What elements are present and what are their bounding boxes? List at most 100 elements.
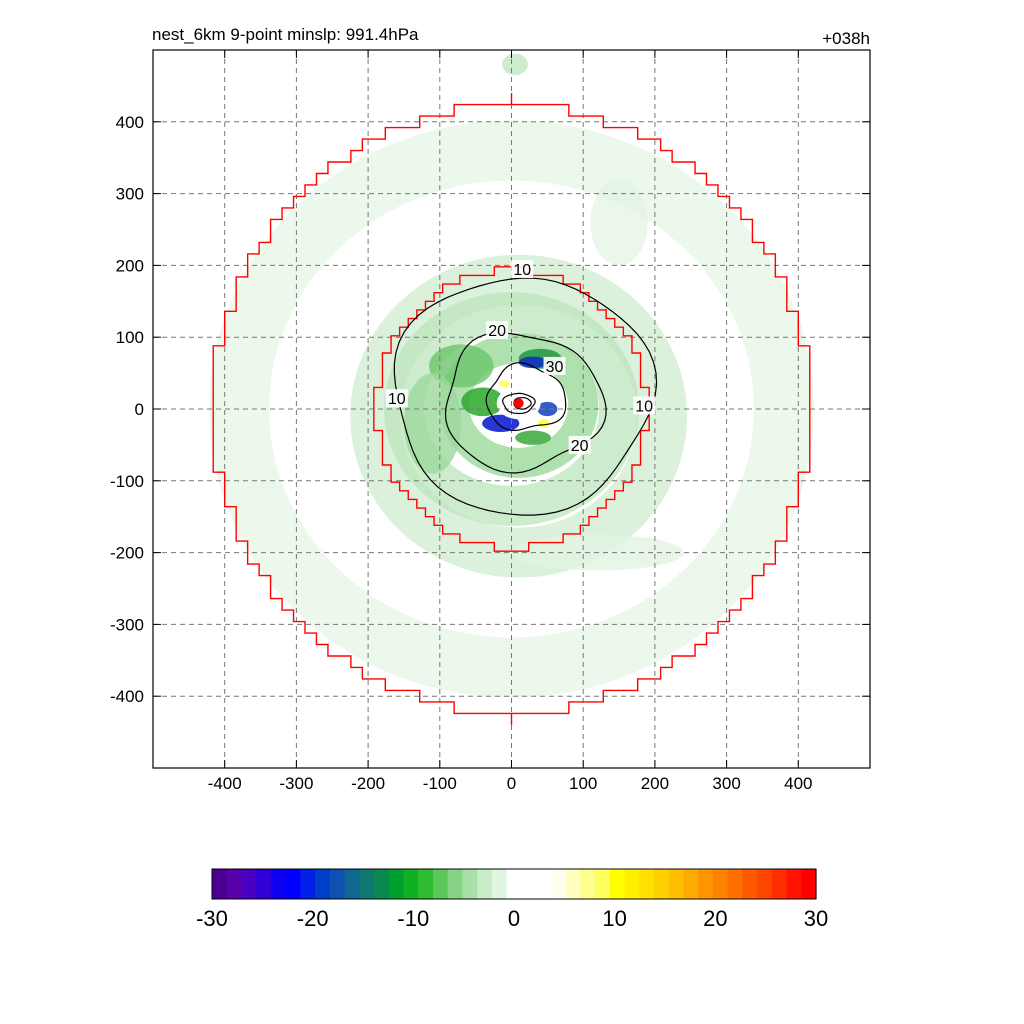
y-tick-label: 400: [116, 113, 144, 132]
colorbar-cell: [477, 869, 493, 899]
colorbar-frame: [211, 868, 817, 900]
contour-label-bg: [486, 321, 509, 340]
shading-patch: [498, 380, 511, 388]
colorbar-cell: [447, 869, 464, 899]
colorbar-cell: [742, 869, 758, 899]
contour-label-bg: [511, 259, 534, 278]
colorbar-cell: [344, 869, 360, 899]
colorbar-cell: [639, 869, 655, 899]
shading-patch: [538, 419, 550, 428]
y-tick-label: -400: [110, 687, 144, 706]
colorbar-ticks: -30 -20 -10 0 10 20 30: [196, 906, 828, 931]
y-tick-label: 300: [116, 185, 144, 204]
contour-label: 10: [388, 391, 406, 408]
colorbar-cell: [432, 869, 449, 899]
colorbar-cell: [491, 869, 508, 899]
contour-label: 10: [513, 262, 531, 279]
chart-title: nest_6km 9-point minslp: 991.4hPa: [152, 25, 419, 44]
contour-line: [444, 332, 607, 474]
colorbar-cell: [580, 869, 596, 899]
x-tick-label: 100: [569, 774, 597, 793]
colorbar-cell: [241, 869, 257, 899]
contour-label-bg: [568, 435, 591, 454]
colorbar-cell: [359, 869, 375, 899]
colorbar-cell: [212, 869, 228, 899]
contour-line: [501, 392, 536, 415]
colorbar-tick-label: -30: [196, 906, 228, 931]
x-tick-label: 200: [641, 774, 669, 793]
x-tick-label: -100: [423, 774, 457, 793]
x-tick-label: 0: [507, 774, 516, 793]
boundary-outer: [212, 93, 811, 725]
colorbar-cell: [609, 869, 626, 899]
colorbar-cell: [786, 869, 802, 899]
colorbar-cell: [300, 869, 316, 899]
shading-patch: [537, 401, 558, 417]
x-tick-label: 400: [784, 774, 812, 793]
contour-label: 20: [571, 438, 589, 455]
x-tick-label: -300: [279, 774, 313, 793]
plot-area: 10 10 10 20 20 30: [153, 50, 870, 768]
boundary-inner: [373, 266, 650, 552]
contour-label: 10: [635, 398, 653, 415]
shading-patch: [502, 53, 528, 76]
colorbar-tick-label: 0: [508, 906, 520, 931]
shading-patch: [590, 179, 648, 266]
colorbar-cell: [462, 869, 478, 899]
y-tick-label: 200: [116, 256, 144, 275]
colorbar-cell: [315, 869, 331, 899]
x-tick-label: -400: [208, 774, 242, 793]
shading-patch: [515, 430, 551, 445]
colorbar-cell: [506, 869, 522, 899]
shading-patch: [403, 373, 462, 474]
y-axis: -400 -300 -200 -100 0 100 200 300 400: [110, 113, 870, 706]
shading-patch: [482, 414, 520, 432]
x-tick-label: 300: [712, 774, 740, 793]
y-tick-label: -100: [110, 472, 144, 491]
colorbar-tick-label: -10: [397, 906, 429, 931]
colorbar-cell: [329, 869, 346, 899]
colorbar-cell: [374, 869, 390, 899]
contour-label: 30: [546, 359, 564, 376]
domain-boundaries: [212, 93, 811, 725]
y-tick-label: 0: [135, 400, 144, 419]
contour-label-bg: [385, 389, 408, 408]
time-label: +038h: [822, 29, 870, 48]
colorbar-cell: [668, 869, 685, 899]
colorbar-cell: [653, 869, 670, 899]
colorbar-cell: [256, 869, 272, 899]
colorbar-cell: [270, 869, 287, 899]
colorbar-cell: [727, 869, 743, 899]
colorbar-cell: [595, 869, 611, 899]
contour-label-bg: [633, 396, 656, 415]
colorbar-cell: [521, 869, 537, 899]
colorbar-cell: [550, 869, 567, 899]
colorbar-cell: [771, 869, 788, 899]
colorbar-cell: [536, 869, 552, 899]
y-tick-label: -300: [110, 615, 144, 634]
colorbar-cell: [801, 869, 817, 899]
storm-center-marker: [513, 398, 524, 409]
colorbar-cell: [388, 869, 405, 899]
colorbar: -30 -20 -10 0 10 20 30: [196, 868, 828, 931]
colorbar-cell: [226, 869, 243, 899]
colorbar-cell: [712, 869, 729, 899]
colorbar-cell: [403, 869, 419, 899]
colorbar-cell: [565, 869, 581, 899]
colorbar-cell: [418, 869, 434, 899]
x-tick-label: -200: [351, 774, 385, 793]
contour-label: 20: [488, 323, 506, 340]
colorbar-tick-label: -20: [297, 906, 329, 931]
x-axis: -400 -300 -200 -100 0 100 200 300 400: [208, 50, 812, 793]
colorbar-cell: [698, 869, 714, 899]
grid-lines: [153, 50, 870, 768]
y-tick-label: -200: [110, 544, 144, 563]
contour-label-bg: [543, 356, 566, 375]
colorbar-cell: [683, 869, 699, 899]
colorbar-tick-label: 30: [804, 906, 828, 931]
colorbar-cell: [757, 869, 773, 899]
shading-patch: [429, 344, 494, 388]
colorbar-cell: [285, 869, 301, 899]
shading-patch: [518, 356, 548, 369]
colorbar-tick-label: 20: [703, 906, 727, 931]
